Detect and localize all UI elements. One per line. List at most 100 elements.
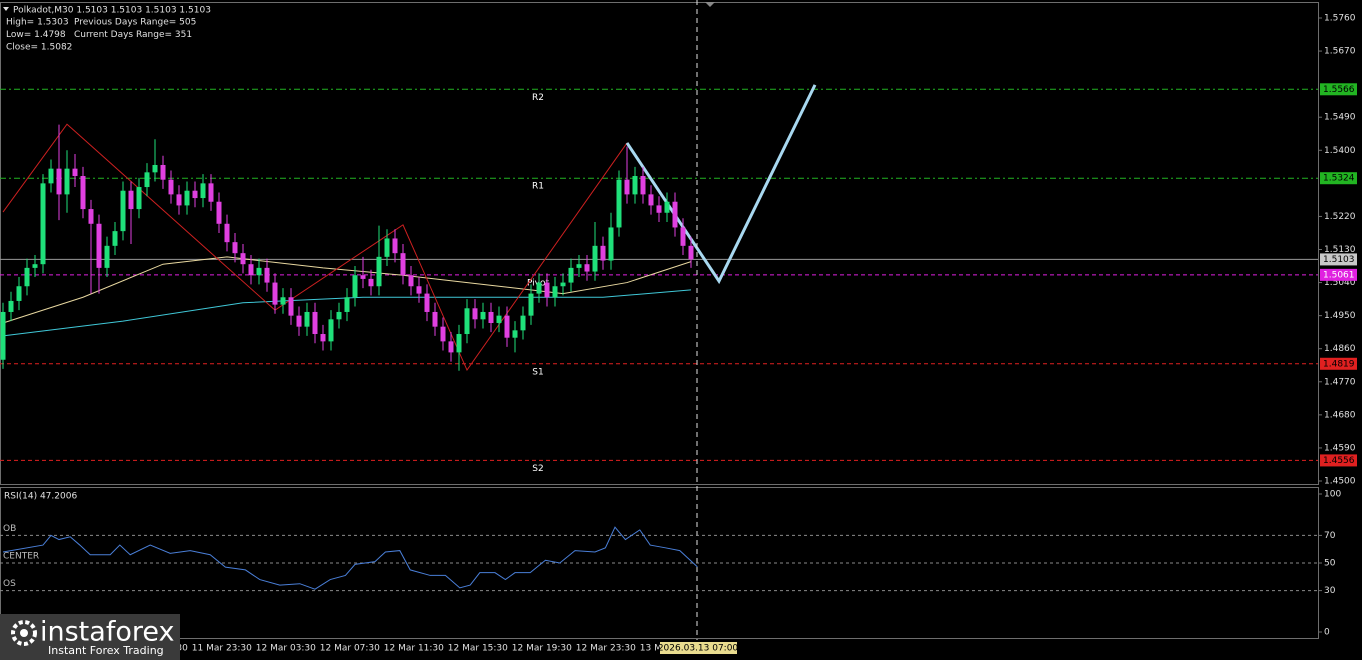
candle-body bbox=[376, 256, 382, 287]
candle-body bbox=[336, 311, 342, 320]
brand-tagline: Instant Forex Trading bbox=[48, 644, 164, 657]
candle-body bbox=[8, 300, 14, 312]
info-text: Current Days Range= 351 bbox=[74, 30, 192, 40]
main-frame bbox=[0, 2, 1319, 485]
level-price-box bbox=[1320, 268, 1357, 281]
candle-body bbox=[184, 190, 190, 206]
overlay-line bbox=[2, 123, 628, 372]
y-tick-label: 1.4770 bbox=[1324, 377, 1356, 387]
candle-body bbox=[656, 205, 662, 213]
y-tick-label: 1.5400 bbox=[1324, 146, 1356, 156]
y-tick-label: 1.5490 bbox=[1324, 113, 1356, 123]
candle-body bbox=[120, 190, 126, 232]
candle-body bbox=[312, 311, 318, 335]
menu-arrow[interactable] bbox=[3, 7, 9, 11]
candle-body bbox=[504, 315, 510, 338]
candle-body bbox=[48, 168, 54, 184]
candle-body bbox=[248, 264, 254, 276]
candle-body bbox=[584, 264, 590, 272]
level-price-box bbox=[1320, 172, 1357, 185]
candle-body bbox=[192, 190, 198, 199]
candle-body bbox=[0, 311, 6, 360]
candle-body bbox=[544, 282, 550, 298]
y-tick-label: 0 bbox=[1324, 628, 1330, 638]
candle-body bbox=[32, 264, 38, 268]
level-price-box bbox=[1320, 454, 1357, 467]
logo-gear bbox=[11, 620, 37, 646]
candle-body bbox=[96, 223, 102, 268]
y-tick-label: 1.4680 bbox=[1324, 410, 1356, 420]
y-tick-label: 1.4590 bbox=[1324, 443, 1356, 453]
candle-body bbox=[40, 183, 46, 265]
info-text: Previous Days Range= 505 bbox=[74, 18, 196, 28]
candle-body bbox=[400, 253, 406, 276]
candle-body bbox=[496, 315, 502, 323]
y-tick-label: 1.5220 bbox=[1324, 212, 1356, 222]
y-tick-label: 1.4860 bbox=[1324, 344, 1356, 354]
candle-body bbox=[88, 209, 94, 224]
candle-body bbox=[160, 164, 166, 180]
candle-body bbox=[688, 245, 694, 260]
candle-body bbox=[200, 183, 206, 199]
y-tick-label: 1.4950 bbox=[1324, 311, 1356, 321]
candle-body bbox=[80, 176, 86, 210]
candle-body bbox=[560, 282, 566, 287]
candle-body bbox=[64, 168, 70, 195]
y-tick-label: 1.5040 bbox=[1324, 278, 1356, 288]
y-tick-label: 100 bbox=[1324, 490, 1341, 500]
candle-body bbox=[360, 275, 366, 279]
candle-body bbox=[600, 245, 606, 261]
candle-body bbox=[568, 267, 574, 283]
candle-body bbox=[104, 245, 110, 268]
rsi-line bbox=[2, 526, 698, 590]
candle-body bbox=[488, 311, 494, 323]
cursor-box bbox=[660, 642, 737, 654]
brand-name: instaforex bbox=[40, 617, 174, 648]
y-tick-label: 1.4500 bbox=[1324, 477, 1356, 487]
candle-body bbox=[416, 286, 422, 294]
y-tick-label: 1.5670 bbox=[1324, 47, 1356, 57]
rsi-level-name: OS bbox=[3, 579, 16, 589]
y-tick-label: 50 bbox=[1324, 559, 1336, 569]
candle-body bbox=[448, 341, 454, 353]
logo: instaforex Instant Forex Trading bbox=[0, 614, 180, 660]
overlay-line bbox=[625, 84, 817, 285]
candle-body bbox=[528, 293, 534, 316]
candle-body bbox=[240, 253, 246, 265]
level-name: S1 bbox=[532, 367, 543, 377]
candle-body bbox=[304, 311, 310, 327]
level-name: R2 bbox=[532, 93, 544, 103]
candle-body bbox=[232, 242, 238, 254]
candle-body bbox=[576, 264, 582, 268]
level-price-label: 1.4556 bbox=[1323, 456, 1355, 466]
x-tick-label: 12 Mar 15:30 bbox=[448, 644, 508, 654]
candle-body bbox=[368, 278, 374, 287]
candle-body bbox=[264, 267, 270, 283]
candle-body bbox=[648, 194, 654, 206]
candle-body bbox=[72, 168, 78, 177]
candle-body bbox=[480, 311, 486, 320]
candle-body bbox=[144, 172, 150, 188]
candle-body bbox=[16, 286, 22, 301]
candle-body bbox=[136, 187, 142, 210]
candle-body bbox=[288, 297, 294, 316]
x-tick-label: 12 Mar 19:30 bbox=[512, 644, 572, 654]
candle-body bbox=[664, 201, 670, 213]
candle-body bbox=[472, 308, 478, 320]
candle-body bbox=[624, 179, 630, 195]
candle-body bbox=[640, 176, 646, 195]
x-tick-label: 12 Mar 11:30 bbox=[384, 644, 444, 654]
candle-body bbox=[296, 315, 302, 327]
candle-body bbox=[280, 297, 286, 305]
y-tick-label: 1.5760 bbox=[1324, 14, 1356, 24]
last-price-box bbox=[1320, 253, 1357, 266]
candle-body bbox=[456, 334, 462, 353]
rsi-title: RSI(14) 47.2006 bbox=[4, 492, 77, 502]
level-price-box bbox=[1320, 357, 1357, 370]
level-price-box bbox=[1320, 83, 1357, 96]
y-tick-label: 1.5130 bbox=[1324, 245, 1356, 255]
x-tick-label: 11 Mar 23:30 bbox=[192, 644, 252, 654]
candle-body bbox=[24, 267, 30, 287]
info-text: High= 1.5303 bbox=[6, 18, 69, 28]
